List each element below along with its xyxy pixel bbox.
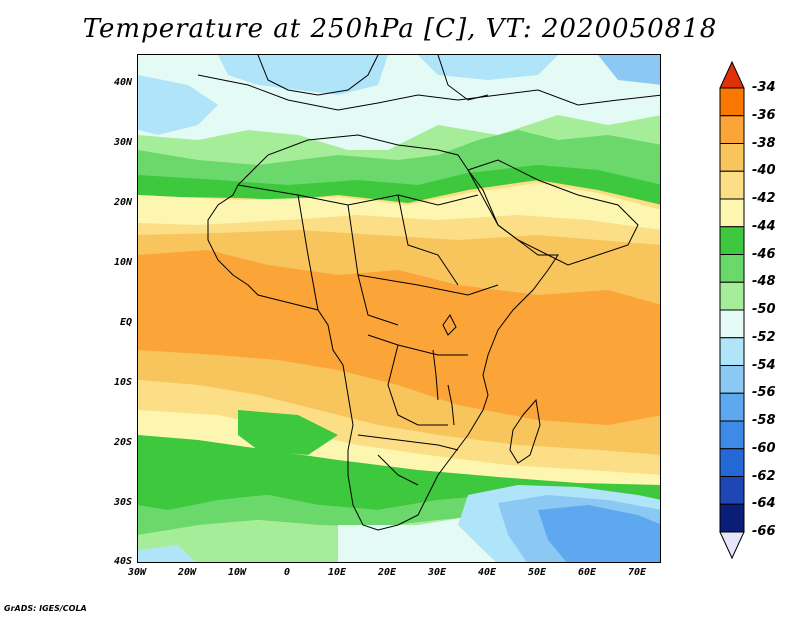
border-central <box>357 274 499 296</box>
europe-coastline <box>197 74 660 111</box>
lat-label-20s: 20S <box>113 437 132 448</box>
colorbar-bottom-arrow <box>719 531 745 560</box>
lat-label-10s: 10S <box>113 377 132 388</box>
colorbar-label: -62 <box>752 468 776 484</box>
colorbar-label: -34 <box>752 80 776 95</box>
arabia-coastline <box>467 159 639 266</box>
italy-coastline <box>437 55 489 101</box>
colorbar-label: -44 <box>752 218 776 234</box>
lon-label-0: 0 <box>283 567 291 578</box>
colorbar-box <box>719 254 745 283</box>
colorbar-box <box>719 420 745 450</box>
border-sa <box>377 454 419 486</box>
colorbar-label: -64 <box>752 496 776 512</box>
colorbar-top-arrow <box>719 60 745 89</box>
colorbar-box <box>719 309 745 339</box>
lat-label-10n: 10N <box>113 257 132 268</box>
border-congo <box>367 334 468 356</box>
colorbar <box>719 60 745 560</box>
colorbar-box <box>719 170 745 200</box>
border-north <box>237 184 479 206</box>
border-west <box>297 194 319 311</box>
lon-label-60e: 60E <box>577 567 597 578</box>
lon-label-10e: 10E <box>327 567 347 578</box>
colorbar-label: -58 <box>752 413 776 428</box>
lon-label-10w: 10W <box>227 567 247 578</box>
temperature-field <box>138 55 660 562</box>
colorbar-label: -42 <box>752 191 776 206</box>
colorbar-label: -48 <box>752 274 776 290</box>
field-band-54-nw <box>138 75 218 135</box>
field-band-58-south <box>538 505 660 562</box>
field-band-54-med <box>418 55 558 80</box>
lon-label-20e: 20E <box>377 567 397 578</box>
colorbar-box <box>719 87 745 117</box>
border-south-central <box>387 344 448 426</box>
field-band-56-ne <box>598 55 660 85</box>
map-panel <box>137 54 661 563</box>
colorbar-label: -56 <box>752 385 776 401</box>
lon-label-70e: 70E <box>627 567 647 578</box>
colorbar-label: -52 <box>752 329 776 345</box>
colorbar-box <box>719 198 745 228</box>
lake-malawi <box>447 384 455 426</box>
lake-victoria <box>442 314 457 336</box>
colorbar-label: -46 <box>752 246 776 262</box>
lon-label-30w: 30W <box>127 567 147 578</box>
field-band-42-south <box>138 380 660 475</box>
lon-label-30e: 30E <box>427 567 447 578</box>
field-band-46-north <box>138 165 660 205</box>
colorbar-box <box>719 476 745 505</box>
colorbar-box <box>719 503 745 533</box>
lat-label-40n: 40N <box>113 77 132 88</box>
field-band-38 <box>138 250 660 425</box>
colorbar-box <box>719 226 745 255</box>
border-south <box>357 434 459 451</box>
border-sudan <box>397 194 459 286</box>
colorbar-box <box>719 115 745 144</box>
lon-label-40e: 40E <box>477 567 497 578</box>
credit-text: GrADS: IGES/COLA <box>4 604 87 613</box>
colorbar-boxes <box>719 87 745 533</box>
colorbar-box <box>719 337 745 366</box>
lat-label-30n: 30N <box>113 137 132 148</box>
field-band-44-north <box>138 183 660 230</box>
madagascar-coastline <box>509 398 541 464</box>
lon-label-50e: 50E <box>527 567 547 578</box>
coastlines <box>197 55 660 531</box>
colorbar-label: -50 <box>752 302 776 317</box>
border-sahel <box>347 204 399 326</box>
field-band-54-north <box>218 55 388 95</box>
field-band-54-sw <box>138 545 196 562</box>
colorbar-box <box>719 143 745 172</box>
colorbar-label: -54 <box>752 357 776 373</box>
colorbar-box <box>719 281 745 311</box>
colorbar-box <box>719 392 745 422</box>
lat-label-eq: EQ <box>119 317 132 328</box>
colorbar-label: -36 <box>752 107 776 123</box>
africa-coastline <box>207 134 559 531</box>
colorbar-box <box>719 448 745 477</box>
colorbar-box <box>719 365 745 394</box>
lat-label-30s: 30S <box>113 497 132 508</box>
lake-tanganyika <box>432 349 439 401</box>
colorbar-label: -38 <box>752 135 776 151</box>
lat-label-20n: 20N <box>113 197 132 208</box>
field-band-46-southatlantic <box>238 410 338 455</box>
colorbar-label: -40 <box>752 163 776 179</box>
map-title: Temperature at 250hPa [C], VT: 202005081… <box>82 14 718 44</box>
lat-label-40s: 40S <box>113 556 132 567</box>
colorbar-label: -66 <box>752 524 776 539</box>
iberia-coastline <box>257 55 379 96</box>
lon-label-20w: 20W <box>177 567 197 578</box>
colorbar-label: -60 <box>752 440 776 456</box>
